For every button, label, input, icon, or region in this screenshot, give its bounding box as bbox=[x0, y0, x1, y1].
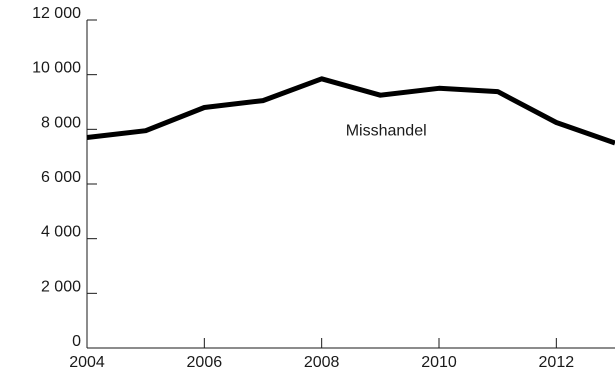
series-group bbox=[86, 76, 615, 146]
x-tick-label: 2012 bbox=[539, 354, 575, 371]
y-tick-label: 8 000 bbox=[41, 114, 81, 131]
x-axis-ticks: 2004 2006 2008 2010 2012 bbox=[69, 338, 574, 371]
x-tick-label: 2010 bbox=[421, 354, 457, 371]
series-annotation-label: Misshandel bbox=[346, 122, 427, 139]
y-tick-label: 0 bbox=[72, 333, 81, 350]
x-tick-label: 2006 bbox=[187, 354, 223, 371]
y-axis-ticks: 0 2 000 4 000 6 000 8 000 10 000 12 000 bbox=[32, 5, 97, 350]
axes bbox=[86, 20, 615, 349]
y-tick-label: 6 000 bbox=[41, 169, 81, 186]
x-tick-label: 2004 bbox=[69, 354, 105, 371]
y-tick-label: 10 000 bbox=[32, 60, 81, 77]
annotations: Misshandel bbox=[346, 122, 427, 139]
y-tick-label: 2 000 bbox=[41, 278, 81, 295]
y-tick-label: 4 000 bbox=[41, 224, 81, 241]
y-tick-label: 12 000 bbox=[32, 5, 81, 22]
series-line-misshandel bbox=[86, 76, 615, 146]
x-tick-label: 2008 bbox=[304, 354, 340, 371]
